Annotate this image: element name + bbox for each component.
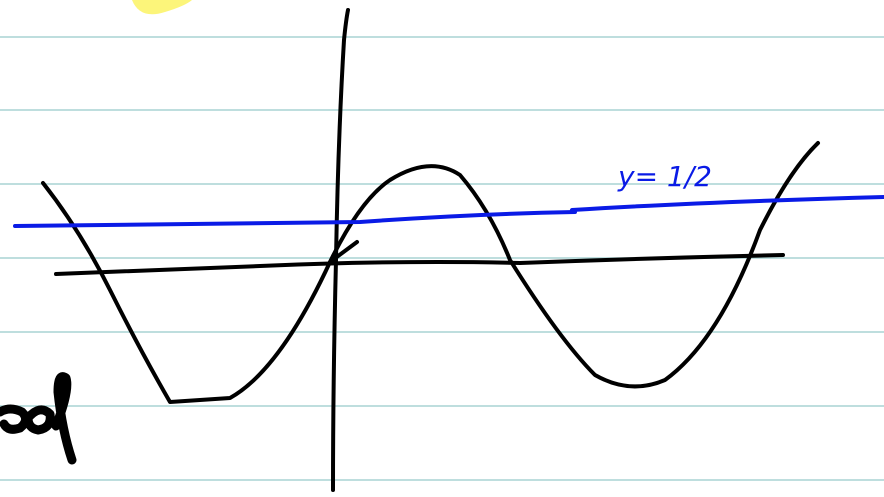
cropped-handwriting (0, 377, 72, 460)
ruled-lines (0, 37, 884, 480)
line-label: y= 1/2 (617, 160, 712, 193)
highlighter-mark (132, 0, 192, 14)
horizontal-line (15, 197, 884, 226)
note-page: y= 1/2 (0, 0, 884, 497)
